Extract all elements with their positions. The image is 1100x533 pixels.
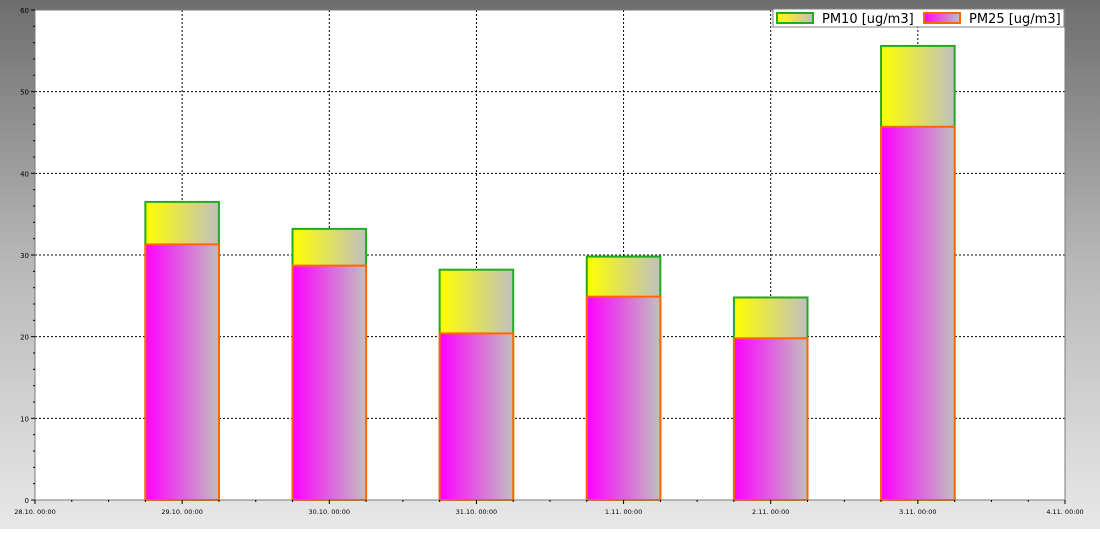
x-tick-label: 4.11. 00:00 xyxy=(1046,508,1083,516)
legend-swatch-pm25 xyxy=(923,12,961,24)
y-tick-label: 10 xyxy=(20,415,29,423)
legend: PM10 [ug/m3] PM25 [ug/m3] xyxy=(772,8,1065,28)
y-axis: 0 10 20 30 40 50 60 xyxy=(20,7,35,505)
x-tick-label: 31.10. 00:00 xyxy=(456,508,497,516)
bar-pm25 xyxy=(438,332,515,501)
x-tick-label: 1.11. 00:00 xyxy=(605,508,642,516)
x-tick-label: 30.10. 00:00 xyxy=(309,508,350,516)
x-tick-label: 2.11. 00:00 xyxy=(752,508,789,516)
y-tick-label: 50 xyxy=(20,89,29,97)
legend-box xyxy=(772,8,1065,28)
bars xyxy=(144,44,956,502)
y-tick-label: 30 xyxy=(20,252,29,260)
y-tick-label: 40 xyxy=(20,170,29,178)
legend-label-pm10: PM10 [ug/m3] xyxy=(822,12,914,27)
x-tick-label: 29.10. 00:00 xyxy=(161,508,202,516)
bar-pm25 xyxy=(732,337,809,501)
y-tick-label: 0 xyxy=(25,497,29,505)
bar-pm25 xyxy=(585,295,662,501)
x-tick-label: 3.11. 00:00 xyxy=(899,508,936,516)
legend-label-pm25: PM25 [ug/m3] xyxy=(969,12,1061,27)
bar-pm25 xyxy=(144,243,220,501)
x-axis: 28.10. 00:00 29.10. 00:00 30.10. 00:00 31.1… xyxy=(14,500,1084,516)
bar-pm25 xyxy=(291,264,368,501)
legend-swatch-pm10 xyxy=(776,12,814,24)
x-tick-label: 28.10. 00:00 xyxy=(14,508,55,516)
bar-pm25 xyxy=(880,125,956,502)
y-tick-label: 20 xyxy=(20,334,29,342)
y-tick-label: 60 xyxy=(20,7,29,15)
